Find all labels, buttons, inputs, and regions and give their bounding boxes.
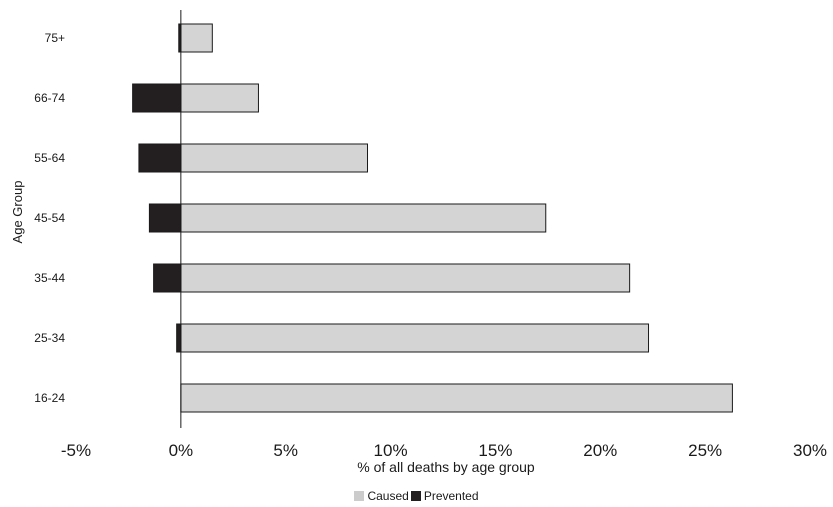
y-tick-label-35-44: 35-44: [34, 271, 65, 285]
y-tick-label-66-74: 66-74: [34, 91, 65, 105]
legend-swatch-prevented: [410, 491, 421, 501]
bars-group: [132, 23, 733, 413]
x-tick-labels: -5% 0% 5% 10% 15% 20% 25% 30%: [61, 441, 827, 460]
y-tick-label-25-34: 25-34: [34, 331, 65, 345]
y-tick-label-45-54: 45-54: [34, 211, 65, 225]
x-tick-label-20: 20%: [583, 441, 617, 460]
y-axis-title: Age Group: [10, 181, 25, 244]
bar-caused-55-64: [180, 143, 369, 173]
y-tick-label-75: 75+: [45, 31, 65, 45]
y-tick-labels: 16-24 25-34 35-44 45-54 55-64 66-74 75+: [34, 31, 65, 405]
bar-caused-66-74: [180, 83, 259, 113]
bar-caused-45-54: [180, 203, 547, 233]
x-tick-label-30: 30%: [793, 441, 827, 460]
y-tick-label-55-64: 55-64: [34, 151, 65, 165]
legend-label-caused: Caused: [367, 489, 409, 503]
bar-caused-35-44: [180, 263, 631, 293]
x-tick-label-5: -5%: [61, 441, 91, 460]
bar-prevented-55-64: [138, 143, 182, 173]
legend-item-caused: Caused: [354, 489, 409, 503]
legend: Caused Prevented: [0, 489, 833, 503]
bar-caused-25-34: [180, 323, 650, 353]
y-tick-label-16-24: 16-24: [34, 391, 65, 405]
x-tick-label-5: 5%: [273, 441, 298, 460]
legend-item-prevented: Prevented: [410, 489, 479, 503]
x-tick-label-10: 10%: [374, 441, 408, 460]
bar-prevented-66-74: [132, 83, 182, 113]
legend-label-prevented: Prevented: [423, 489, 479, 503]
x-axis-title: % of all deaths by age group: [357, 459, 535, 475]
x-tick-label-0: 0%: [169, 441, 194, 460]
bar-prevented-25-34: [176, 323, 182, 353]
bar-caused-75: [180, 23, 213, 53]
bar-caused-16-24: [180, 383, 733, 413]
legend-swatch-caused: [354, 491, 365, 501]
bar-prevented-45-54: [148, 203, 182, 233]
x-tick-label-15: 15%: [478, 441, 512, 460]
bar-prevented-35-44: [153, 263, 182, 293]
x-tick-label-25: 25%: [688, 441, 722, 460]
